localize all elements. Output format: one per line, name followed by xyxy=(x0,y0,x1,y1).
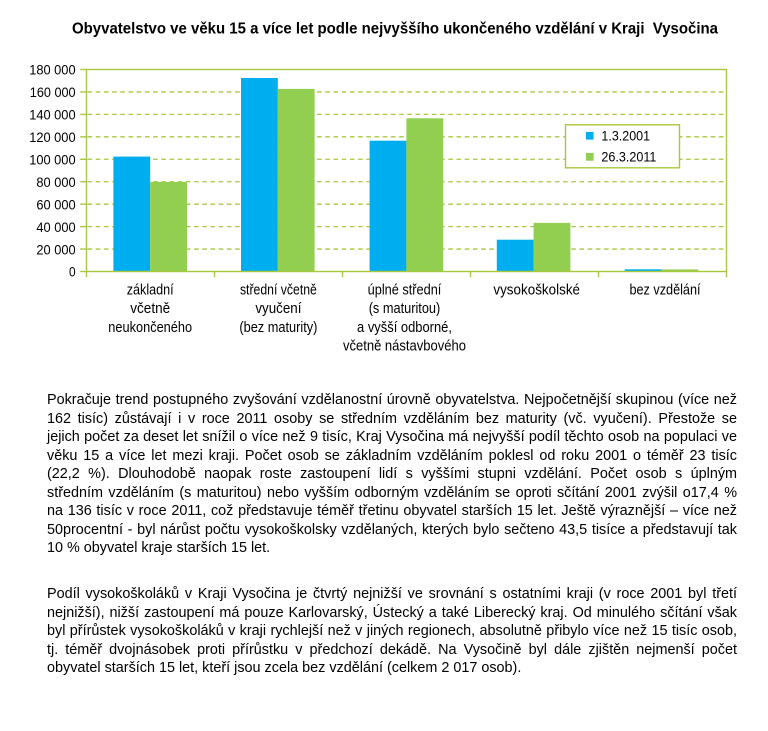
svg-text:80 000: 80 000 xyxy=(36,175,75,191)
svg-text:Obyvatelstvo ve věku 15 a více: Obyvatelstvo ve věku 15 a více let podle… xyxy=(72,21,718,38)
svg-text:střední včetně: střední včetně xyxy=(240,283,317,299)
svg-text:včetně: včetně xyxy=(130,301,170,317)
svg-text:a vyšší odborné,: a vyšší odborné, xyxy=(357,320,452,336)
svg-text:60 000: 60 000 xyxy=(36,197,75,213)
svg-text:neukončeného: neukončeného xyxy=(108,320,192,336)
svg-text:100 000: 100 000 xyxy=(29,152,75,168)
svg-text:160 000: 160 000 xyxy=(30,85,76,101)
svg-text:26.3.2011: 26.3.2011 xyxy=(601,148,656,164)
svg-text:140 000: 140 000 xyxy=(29,108,75,124)
svg-text:120 000: 120 000 xyxy=(29,130,75,146)
svg-text:20 000: 20 000 xyxy=(36,242,75,258)
svg-text:základní: základní xyxy=(127,283,174,299)
svg-text:(bez maturity): (bez maturity) xyxy=(239,320,317,336)
svg-text:40 000: 40 000 xyxy=(36,220,75,236)
svg-text:včetně nástavbového: včetně nástavbového xyxy=(343,338,466,354)
svg-text:0: 0 xyxy=(69,265,76,281)
svg-text:bez vzdělání: bez vzdělání xyxy=(629,283,700,299)
svg-text:vyučení: vyučení xyxy=(255,301,301,317)
svg-text:vysokoškolské: vysokoškolské xyxy=(493,283,580,299)
svg-text:180 000: 180 000 xyxy=(29,63,75,79)
svg-text:úplné střední: úplné střední xyxy=(368,283,442,299)
svg-text:1.3.2001: 1.3.2001 xyxy=(601,127,650,143)
svg-text:(s maturitou): (s maturitou) xyxy=(369,301,441,317)
